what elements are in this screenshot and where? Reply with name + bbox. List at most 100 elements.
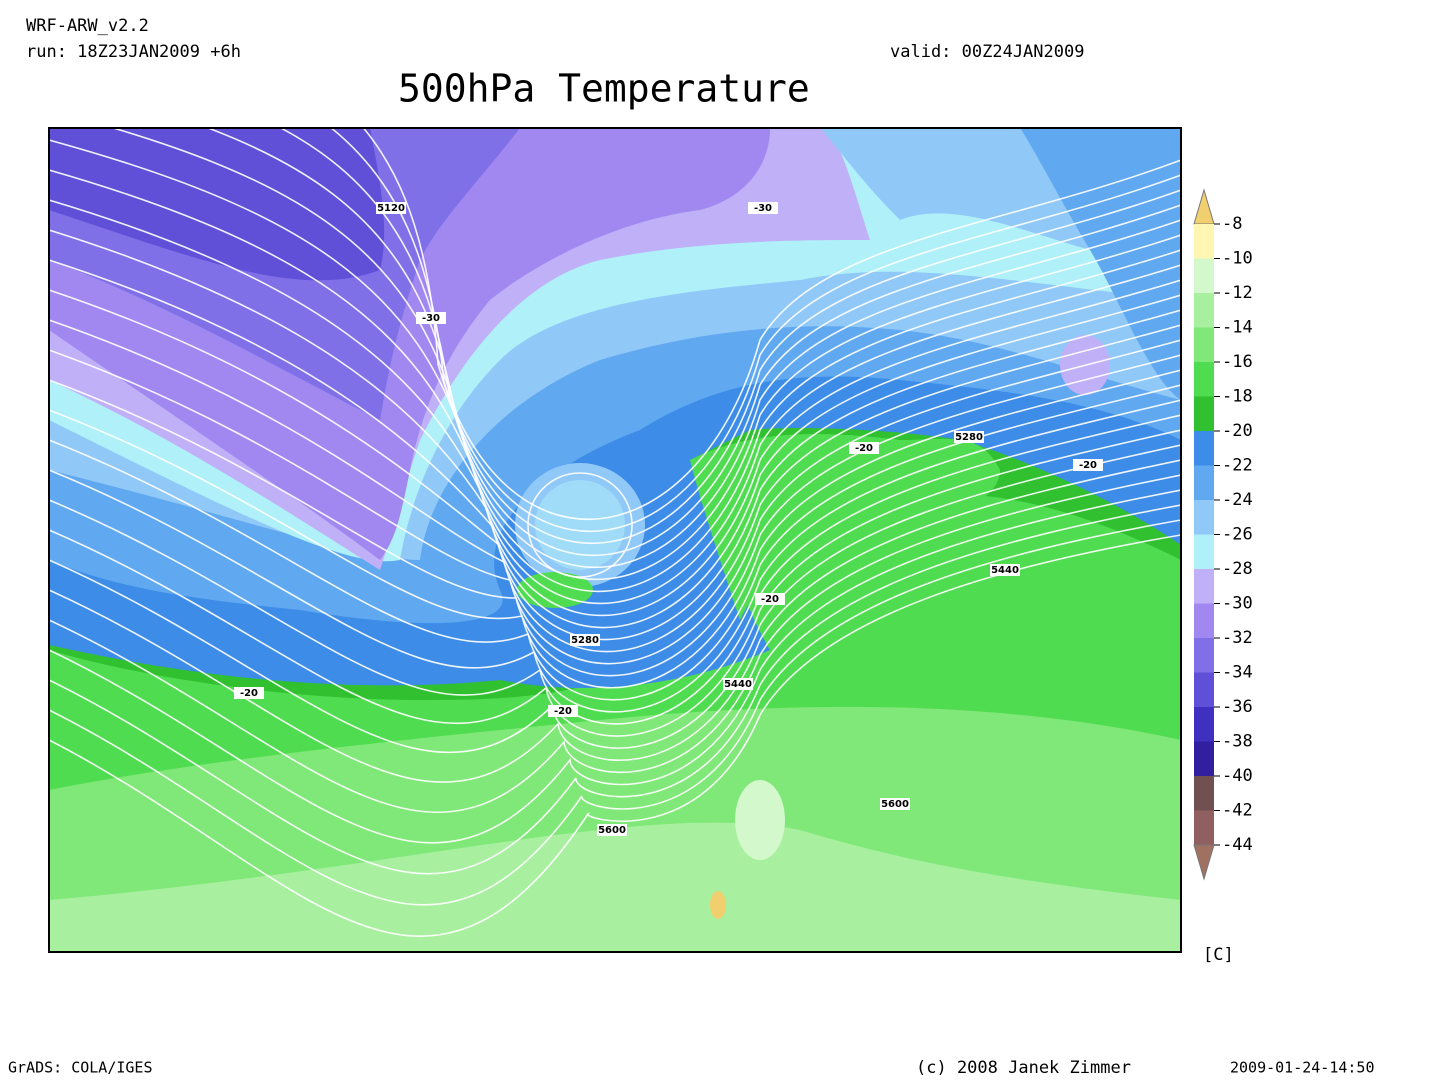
height-contour [49,139,1181,580]
colorbar-swatch [1194,293,1214,328]
colorbar-swatch [1194,500,1214,535]
height-contour [49,489,1181,844]
footer-timestamp: 2009-01-24-14:50 [1230,1059,1375,1077]
colorbar-swatch [1194,638,1214,673]
height-contour [49,289,1181,641]
height-contour [49,429,1181,737]
colorbar-swatch [1194,569,1214,604]
contour-label-bg [234,687,264,699]
contour-label: 5600 [598,825,626,836]
height-contour [49,414,1181,725]
colorbar-swatch [1194,327,1214,362]
contour-label-bg [954,431,984,443]
height-contour [110,128,1181,568]
colorbar-label: -42 [1222,801,1253,821]
contour-label: 5440 [991,565,1019,576]
height-contour [49,399,1181,713]
contour-label: 5280 [571,635,599,646]
contour-label-bg [990,564,1020,576]
contour-label: 5120 [377,203,405,214]
colorbar-label: -14 [1222,318,1253,338]
colorbar-label: -22 [1222,456,1253,476]
colorbar-label: -16 [1222,352,1253,372]
height-contour [49,354,1181,677]
height-contour [49,339,1181,665]
colorbar-swatch [1194,741,1214,776]
footer-copyright: (c) 2008 Janek Zimmer [916,1058,1131,1078]
contour-label-bg [416,312,446,324]
colorbar-label: -34 [1222,663,1253,683]
model-name: WRF-ARW_v2.2 [26,16,149,36]
contour-label-bg [755,593,785,605]
height-contour [49,199,1181,605]
height-contour [49,474,1181,814]
colorbar-label: -44 [1222,835,1253,855]
map-frame [48,127,1182,953]
colorbar-swatch [1194,362,1214,397]
run-time: run: 18Z23JAN2009 +6h [26,42,241,62]
colorbar-swatch [1193,844,1215,881]
contour-label-bg [723,678,753,690]
map-title: 500hPa Temperature [398,67,810,111]
colorbar-label: -32 [1222,628,1253,648]
colorbar-swatch [1194,707,1214,742]
colorbar-label: -28 [1222,559,1253,579]
contour-label: -20 [761,594,779,605]
contour-label: -20 [554,706,572,717]
height-contour [49,444,1181,754]
colorbar-swatch [1194,776,1214,811]
height-contour [49,319,1181,653]
contour-label-bg [597,824,627,836]
map-field [49,128,1181,952]
height-contour [49,504,1181,875]
colorbar-swatch [1193,188,1215,225]
colorbar-unit: [C] [1203,945,1234,965]
colorbar-swatch [1194,603,1214,638]
height-contour [49,384,1181,701]
footer-software: GrADS: COLA/IGES [8,1059,153,1077]
colorbar-label: -36 [1222,697,1253,717]
colorbar-swatch [1194,224,1214,259]
valid-time: valid: 00Z24JAN2009 [890,42,1084,62]
height-contour [49,169,1181,593]
contour-label: -20 [1079,460,1097,471]
colorbar-swatch [1194,396,1214,431]
colorbar-label: -8 [1222,214,1242,234]
contour-label: -30 [422,313,440,324]
height-contour [279,128,1181,545]
contour-label: -20 [240,688,258,699]
colorbar-label: -38 [1222,732,1253,752]
height-contour [49,229,1181,617]
contour-label: -20 [855,443,873,454]
contour-label-bg [548,705,578,717]
colorbar-label: -30 [1222,594,1253,614]
height-contour [205,128,1181,556]
contour-label-bg [880,798,910,810]
height-contour [49,369,1181,689]
height-contour [49,534,1181,937]
contour-label-bg [849,442,879,454]
colorbar-label: -18 [1222,387,1253,407]
contour-label-bg [748,202,778,214]
colorbar-swatch [1194,465,1214,500]
contour-label: -30 [754,203,772,214]
contour-label: 5440 [724,679,752,690]
contour-label: 5600 [881,799,909,810]
height-contour [49,259,1181,629]
contour-label-bg [1073,459,1103,471]
height-contour [362,128,1181,521]
colorbar-label: -20 [1222,421,1253,441]
colorbar-swatch [1194,431,1214,466]
colorbar-swatch [1194,672,1214,707]
contour-label-bg [570,634,600,646]
colorbar-label: -40 [1222,766,1253,786]
colorbar-label: -26 [1222,525,1253,545]
height-contour [329,128,1181,533]
colorbar-label: -12 [1222,283,1253,303]
contour-label-bg [376,202,406,214]
colorbar-swatch [1194,534,1214,569]
colorbar-label: -10 [1222,249,1253,269]
contour-label: 5280 [955,432,983,443]
colorbar-label: -24 [1222,490,1253,510]
